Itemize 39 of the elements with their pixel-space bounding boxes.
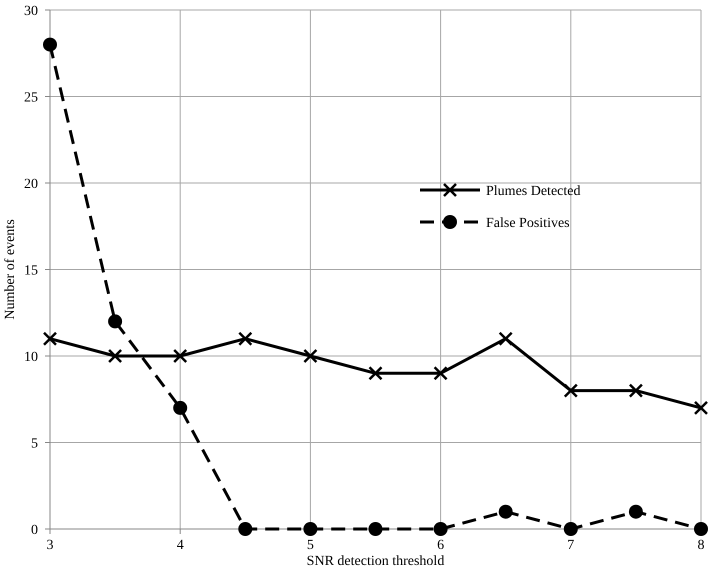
point (303, 348, 318, 364)
y-tick-label: 25 (24, 90, 38, 106)
x-tick-label: 7 (567, 538, 574, 553)
point (42, 331, 58, 346)
x-tick-label: 8 (698, 538, 704, 553)
y-tick-label: 10 (24, 350, 38, 365)
point (238, 331, 253, 346)
point (368, 522, 382, 536)
legend-label: Plumes Detected (486, 184, 580, 199)
x-tick-label: 6 (437, 538, 444, 553)
point (694, 400, 708, 416)
point (498, 331, 513, 346)
point (238, 522, 252, 536)
point (108, 314, 122, 328)
point (303, 522, 318, 536)
y-tick-label: 0 (31, 522, 38, 538)
point (43, 38, 57, 52)
y-tick-label: 15 (24, 263, 38, 278)
point (433, 366, 448, 381)
point (172, 348, 188, 364)
y-tick-label: 30 (24, 4, 38, 19)
point (694, 522, 708, 536)
x-tick-label: 5 (306, 538, 314, 553)
point (108, 348, 122, 364)
point (173, 400, 188, 415)
point (434, 522, 448, 536)
point (564, 522, 578, 536)
x-tick-label: 3 (46, 538, 54, 553)
x-axis-title: SNR detection threshold (306, 554, 444, 569)
point (564, 383, 578, 398)
y-axis-title: Number of events (3, 219, 18, 320)
point (368, 366, 383, 381)
x-tick-label: 4 (176, 538, 184, 553)
y-tick-label: 20 (24, 176, 38, 192)
point (628, 504, 643, 519)
y-tick-label: 5 (31, 436, 38, 452)
point (498, 504, 513, 519)
point (628, 383, 644, 398)
legend-label: False Positives (486, 216, 570, 231)
